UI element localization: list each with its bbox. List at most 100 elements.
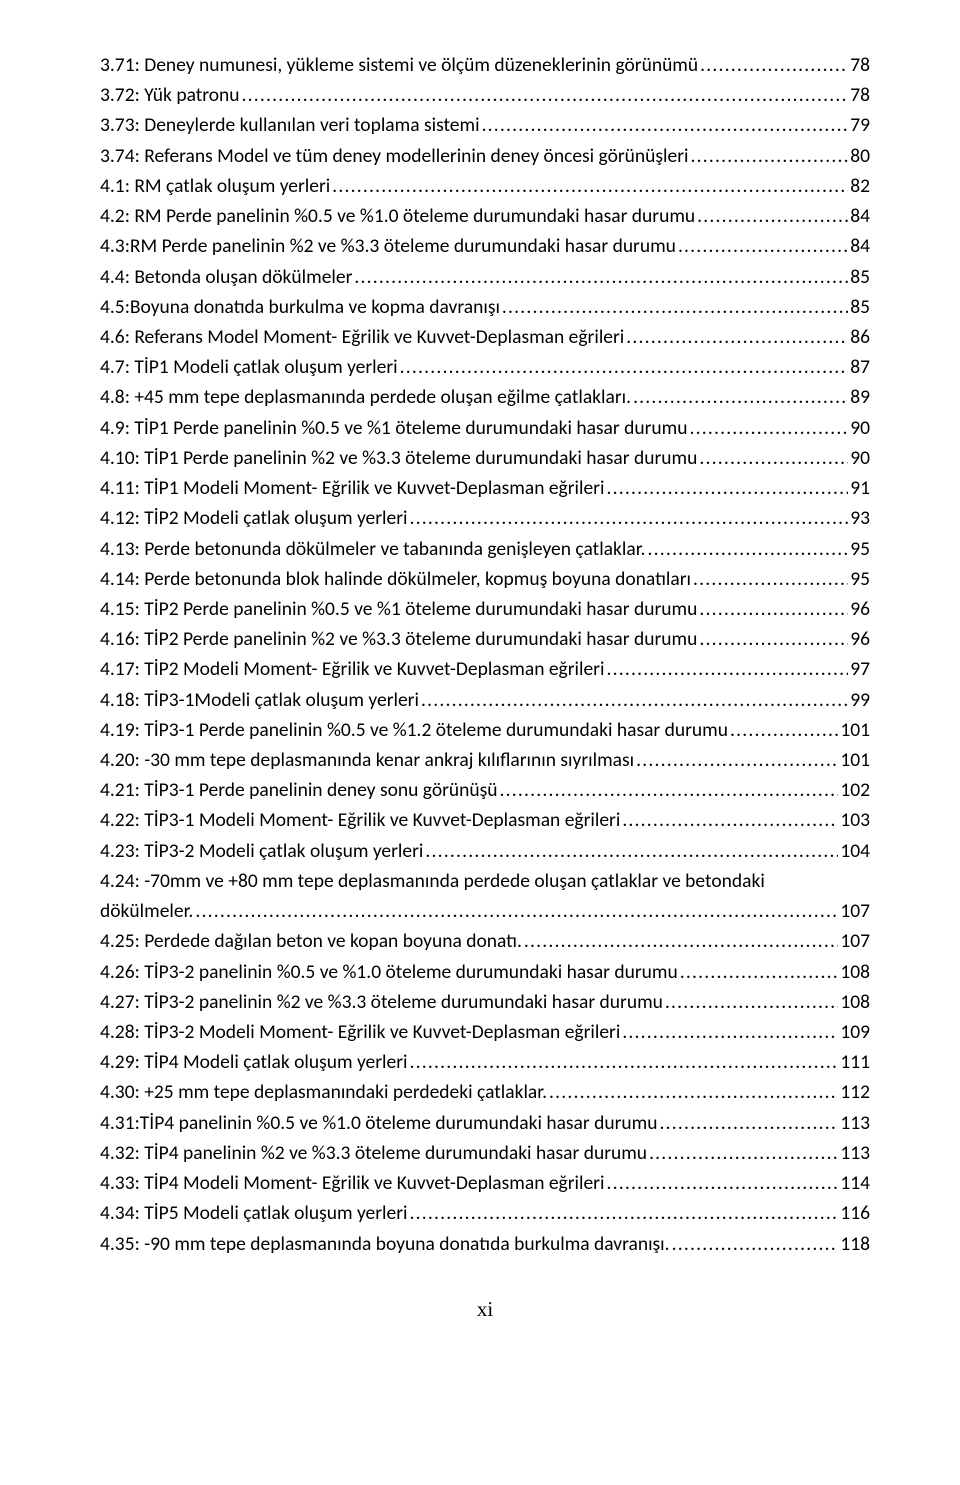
toc-leader-dots [400, 352, 849, 382]
toc-entry-label: 4.31:TİP4 panelinin %0.5 ve %1.0 öteleme… [100, 1108, 657, 1138]
toc-entry-page: 102 [840, 775, 870, 805]
toc-leader-dots [699, 624, 848, 654]
toc-entry-page: 113 [840, 1108, 870, 1138]
toc-entry-page: 84 [850, 231, 870, 261]
toc-entry-page: 89 [850, 382, 870, 412]
toc-leader-dots [689, 413, 848, 443]
toc-entry: 4.15: TİP2 Perde panelinin %0.5 ve %1 öt… [100, 594, 870, 624]
toc-leader-dots [410, 1198, 839, 1228]
toc-entries: 3.71: Deney numunesi, yükleme sistemi ve… [100, 50, 870, 1259]
toc-entry-page: 97 [850, 654, 870, 684]
toc-entry-label: 4.18: TİP3-1Modeli çatlak oluşum yerleri [100, 685, 419, 715]
toc-entry: 4.12: TİP2 Modeli çatlak oluşum yerleri … [100, 503, 870, 533]
toc-entry-label: 3.74: Referans Model ve tüm deney modell… [100, 141, 689, 171]
toc-entry-page: 80 [850, 141, 870, 171]
toc-leader-dots [410, 1047, 839, 1077]
toc-entry: 4.4: Betonda oluşan dökülmeler 85 [100, 262, 870, 292]
toc-entry: 4.20: -30 mm tepe deplasmanında kenar an… [100, 745, 870, 775]
toc-entry: 4.27: TİP3-2 panelinin %2 ve %3.3 ötelem… [100, 987, 870, 1017]
toc-entry: 4.26: TİP3-2 panelinin %0.5 ve %1.0 ötel… [100, 957, 870, 987]
toc-entry-page: 96 [850, 594, 870, 624]
toc-leader-dots [730, 715, 838, 745]
toc-leader-dots [606, 473, 848, 503]
toc-entry-label: 4.22: TİP3-1 Modeli Moment- Eğrilik ve K… [100, 805, 620, 835]
toc-entry-page: 107 [840, 896, 870, 926]
toc-entry-label: 4.17: TİP2 Modeli Moment- Eğrilik ve Kuv… [100, 654, 604, 684]
toc-entry: 4.6: Referans Model Moment- Eğrilik ve K… [100, 322, 870, 352]
toc-entry-label: 4.28: TİP3-2 Modeli Moment- Eğrilik ve K… [100, 1017, 620, 1047]
toc-entry-page: 101 [840, 745, 870, 775]
toc-entry: 4.18: TİP3-1Modeli çatlak oluşum yerleri… [100, 685, 870, 715]
toc-entry-label: 4.26: TİP3-2 panelinin %0.5 ve %1.0 ötel… [100, 957, 678, 987]
toc-leader-dots [680, 957, 839, 987]
toc-leader-dots [700, 50, 848, 80]
toc-entry-label: 4.6: Referans Model Moment- Eğrilik ve K… [100, 322, 624, 352]
toc-entry: 4.22: TİP3-1 Modeli Moment- Eğrilik ve K… [100, 805, 870, 835]
toc-entry-page: 90 [850, 413, 870, 443]
toc-entry-label: 4.24: -70mm ve +80 mm tepe deplasmanında… [100, 866, 870, 896]
toc-entry-label: 4.10: TİP1 Perde panelinin %2 ve %3.3 öt… [100, 443, 697, 473]
toc-entry: 4.8: +45 mm tepe deplasmanında perdede o… [100, 382, 870, 412]
toc-leader-dots [606, 654, 848, 684]
toc-leader-dots [633, 382, 848, 412]
toc-entry-label: 4.25: Perdede dağılan beton ve kopan boy… [100, 926, 522, 956]
toc-entry: 4.31:TİP4 panelinin %0.5 ve %1.0 öteleme… [100, 1108, 870, 1138]
toc-entry: dökülmeler. 107 [100, 896, 870, 926]
toc-leader-dots [649, 1138, 838, 1168]
toc-entry-label: 4.7: TİP1 Modeli çatlak oluşum yerleri [100, 352, 398, 382]
toc-leader-dots [691, 141, 849, 171]
toc-leader-dots [354, 262, 848, 292]
toc-entry-page: 118 [840, 1229, 870, 1259]
toc-entry-page: 82 [850, 171, 870, 201]
toc-entry-label: 3.72: Yük patronu [100, 80, 240, 110]
toc-entry-page: 108 [840, 987, 870, 1017]
toc-entry: 4.7: TİP1 Modeli çatlak oluşum yerleri 8… [100, 352, 870, 382]
toc-entry-page: 85 [850, 262, 870, 292]
toc-entry-page: 95 [850, 534, 870, 564]
toc-entry-page: 108 [840, 957, 870, 987]
toc-entry: 4.23: TİP3-2 Modeli çatlak oluşum yerler… [100, 836, 870, 866]
toc-entry-page: 87 [850, 352, 870, 382]
toc-entry-page: 101 [840, 715, 870, 745]
toc-entry: 3.71: Deney numunesi, yükleme sistemi ve… [100, 50, 870, 80]
toc-leader-dots [410, 503, 849, 533]
toc-entry-page: 103 [840, 805, 870, 835]
toc-leader-dots [693, 564, 848, 594]
page-number-footer: xi [100, 1297, 870, 1322]
toc-entry-label: 4.9: TİP1 Perde panelinin %0.5 ve %1 öte… [100, 413, 687, 443]
toc-entry: 4.17: TİP2 Modeli Moment- Eğrilik ve Kuv… [100, 654, 870, 684]
toc-entry-label: 4.2: RM Perde panelinin %0.5 ve %1.0 öte… [100, 201, 695, 231]
toc-leader-dots [500, 775, 839, 805]
toc-entry: 4.1: RM çatlak oluşum yerleri 82 [100, 171, 870, 201]
toc-entry-page: 84 [850, 201, 870, 231]
toc-leader-dots [699, 594, 848, 624]
toc-entry: 4.30: +25 mm tepe deplasmanındaki perded… [100, 1077, 870, 1107]
toc-entry-label: 4.5:Boyuna donatıda burkulma ve kopma da… [100, 292, 500, 322]
toc-entry-page: 114 [840, 1168, 870, 1198]
toc-entry-page: 90 [850, 443, 870, 473]
toc-entry: 4.29: TİP4 Modeli çatlak oluşum yerleri … [100, 1047, 870, 1077]
toc-entry-label: 4.30: +25 mm tepe deplasmanındaki perded… [100, 1077, 547, 1107]
toc-entry: 4.2: RM Perde panelinin %0.5 ve %1.0 öte… [100, 201, 870, 231]
toc-leader-dots [502, 292, 848, 322]
toc-entry: 4.25: Perdede dağılan beton ve kopan boy… [100, 926, 870, 956]
toc-entry-label: 4.13: Perde betonunda dökülmeler ve taba… [100, 534, 645, 564]
toc-entry-page: 111 [840, 1047, 870, 1077]
toc-entry: 4.9: TİP1 Perde panelinin %0.5 ve %1 öte… [100, 413, 870, 443]
toc-leader-dots [659, 1108, 838, 1138]
toc-entry-page: 104 [840, 836, 870, 866]
toc-entry-label: 4.27: TİP3-2 panelinin %2 ve %3.3 ötelem… [100, 987, 663, 1017]
toc-entry: 4.5:Boyuna donatıda burkulma ve kopma da… [100, 292, 870, 322]
toc-entry: 4.16: TİP2 Perde panelinin %2 ve %3.3 öt… [100, 624, 870, 654]
toc-entry-label: 4.33: TİP4 Modeli Moment- Eğrilik ve Kuv… [100, 1168, 604, 1198]
toc-entry-label: 4.14: Perde betonunda blok halinde dökül… [100, 564, 691, 594]
toc-leader-dots [672, 1229, 839, 1259]
toc-page: 3.71: Deney numunesi, yükleme sistemi ve… [0, 0, 960, 1362]
toc-entry-label: 4.35: -90 mm tepe deplasmanında boyuna d… [100, 1229, 670, 1259]
toc-leader-dots [622, 805, 838, 835]
toc-entry-label: 4.4: Betonda oluşan dökülmeler [100, 262, 352, 292]
toc-entry-label: 4.20: -30 mm tepe deplasmanında kenar an… [100, 745, 634, 775]
toc-entry-label: 4.21: TİP3-1 Perde panelinin deney sonu … [100, 775, 498, 805]
toc-entry: 4.28: TİP3-2 Modeli Moment- Eğrilik ve K… [100, 1017, 870, 1047]
toc-entry: 4.3:RM Perde panelinin %2 ve %3.3 ötelem… [100, 231, 870, 261]
